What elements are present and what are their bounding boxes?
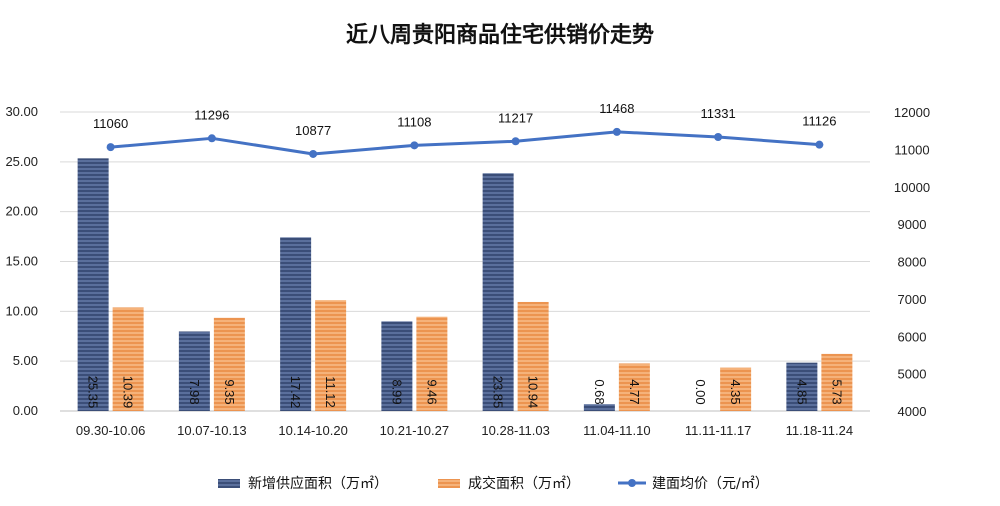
bar-value-label: 17.42 (288, 376, 303, 409)
category-label: 11.18-11.24 (786, 423, 853, 438)
price-value-label: 11126 (802, 114, 836, 129)
bar (112, 307, 144, 411)
price-point (207, 134, 216, 143)
category-axis: 09.30-10.06 10.07-10.13 10.14-10.20 10.21-1… (76, 423, 853, 438)
bar (482, 173, 514, 411)
category-label: 10.07-10.13 (177, 423, 246, 438)
bar (77, 158, 109, 411)
price-point (511, 137, 520, 146)
right-tick-label: 7000 (898, 292, 927, 307)
price-value-label: 11331 (701, 106, 736, 121)
category-label: 10.28-11.03 (481, 423, 549, 438)
bar-value-label: 4.35 (728, 379, 743, 404)
bar-value-label: 7.98 (187, 379, 202, 404)
bar-value-label: 10.94 (526, 376, 541, 409)
category-label: 11.11-11.17 (685, 423, 752, 438)
bar (583, 404, 615, 411)
bar-value-label: 23.85 (491, 376, 506, 409)
price-value-label: 11060 (93, 116, 128, 131)
category-label: 11.04-11.10 (583, 423, 650, 438)
bar (280, 237, 312, 411)
right-tick-label: 6000 (898, 329, 927, 344)
price-point (309, 149, 318, 158)
right-tick-label: 10000 (894, 180, 930, 195)
price-point (714, 133, 723, 142)
bar-value-label: 0.68 (592, 379, 607, 404)
right-tick-label: 9000 (898, 217, 927, 232)
bar-value-label: 9.46 (424, 379, 439, 404)
legend-label: 建面均价（元/㎡） (652, 476, 769, 492)
right-tick-label: 11000 (894, 142, 929, 157)
bars: 25.35 10.39 7.98 9.35 17.42 11.12 8.99 9.46 23.8… (77, 158, 853, 411)
bar-value-label: 25.35 (86, 376, 101, 409)
price-value-label: 11468 (599, 101, 634, 116)
legend-label: 成交面积（万㎡） (468, 475, 580, 492)
bar (381, 321, 413, 411)
price-point (815, 140, 824, 149)
legend-swatch (438, 479, 460, 488)
price-value-label: 11217 (498, 110, 533, 125)
right-tick-label: 5000 (898, 367, 927, 382)
category-label: 09.30-10.06 (76, 423, 145, 438)
bar-value-label: 5.73 (829, 379, 844, 404)
bar (618, 363, 650, 411)
bar-value-label: 8.99 (389, 379, 404, 404)
price-point (106, 143, 115, 152)
bar (213, 317, 245, 411)
bar (517, 301, 549, 411)
right-tick-label: 8000 (898, 255, 927, 270)
left-tick-label: 20.00 (5, 204, 38, 219)
price-line-path (110, 130, 820, 156)
right-tick-label: 4000 (898, 404, 927, 419)
left-tick-label: 5.00 (13, 353, 38, 368)
left-tick-label: 0.00 (13, 403, 38, 418)
legend: 新增供应面积（万㎡） 成交面积（万㎡） 建面均价（元/㎡） (218, 475, 769, 492)
bar-value-label: 0.00 (693, 379, 708, 404)
bar (416, 316, 448, 411)
price-value-label: 10877 (295, 123, 331, 138)
left-tick-label: 10.00 (5, 303, 38, 318)
legend-label: 新增供应面积（万㎡） (248, 475, 388, 492)
right-tick-label: 12000 (894, 105, 930, 120)
right-axis: 4000 5000 6000 7000 8000 9000 10000 11000 12000 (894, 105, 930, 419)
bar-value-label: 10.39 (121, 376, 136, 409)
price-point (410, 141, 419, 150)
category-label: 10.21-10.27 (380, 423, 449, 438)
price-value-label: 11108 (397, 114, 431, 129)
chart-title: 近八周贵阳商品住宅供销价走势 (346, 22, 654, 48)
bar (720, 367, 752, 411)
bar-value-label: 4.85 (794, 379, 809, 404)
price-value-label: 11296 (194, 107, 229, 122)
price-line: 11060 11296 10877 11108 11217 11468 11331 11126 (93, 101, 836, 158)
legend-marker (628, 479, 636, 487)
left-tick-label: 30.00 (5, 104, 38, 119)
bar (178, 331, 210, 411)
price-point (612, 127, 621, 136)
category-label: 10.14-10.20 (278, 423, 347, 438)
bar-value-label: 9.35 (222, 379, 237, 404)
left-tick-label: 25.00 (5, 154, 38, 169)
bar-value-label: 11.12 (323, 376, 338, 408)
bar (315, 300, 347, 411)
left-axis: 0.00 5.00 10.00 15.00 20.00 25.00 30.00 (5, 104, 38, 418)
bar (786, 362, 818, 411)
left-tick-label: 15.00 (5, 254, 38, 269)
bar-value-label: 4.77 (627, 379, 642, 404)
legend-swatch (218, 479, 240, 488)
bar (821, 353, 853, 411)
